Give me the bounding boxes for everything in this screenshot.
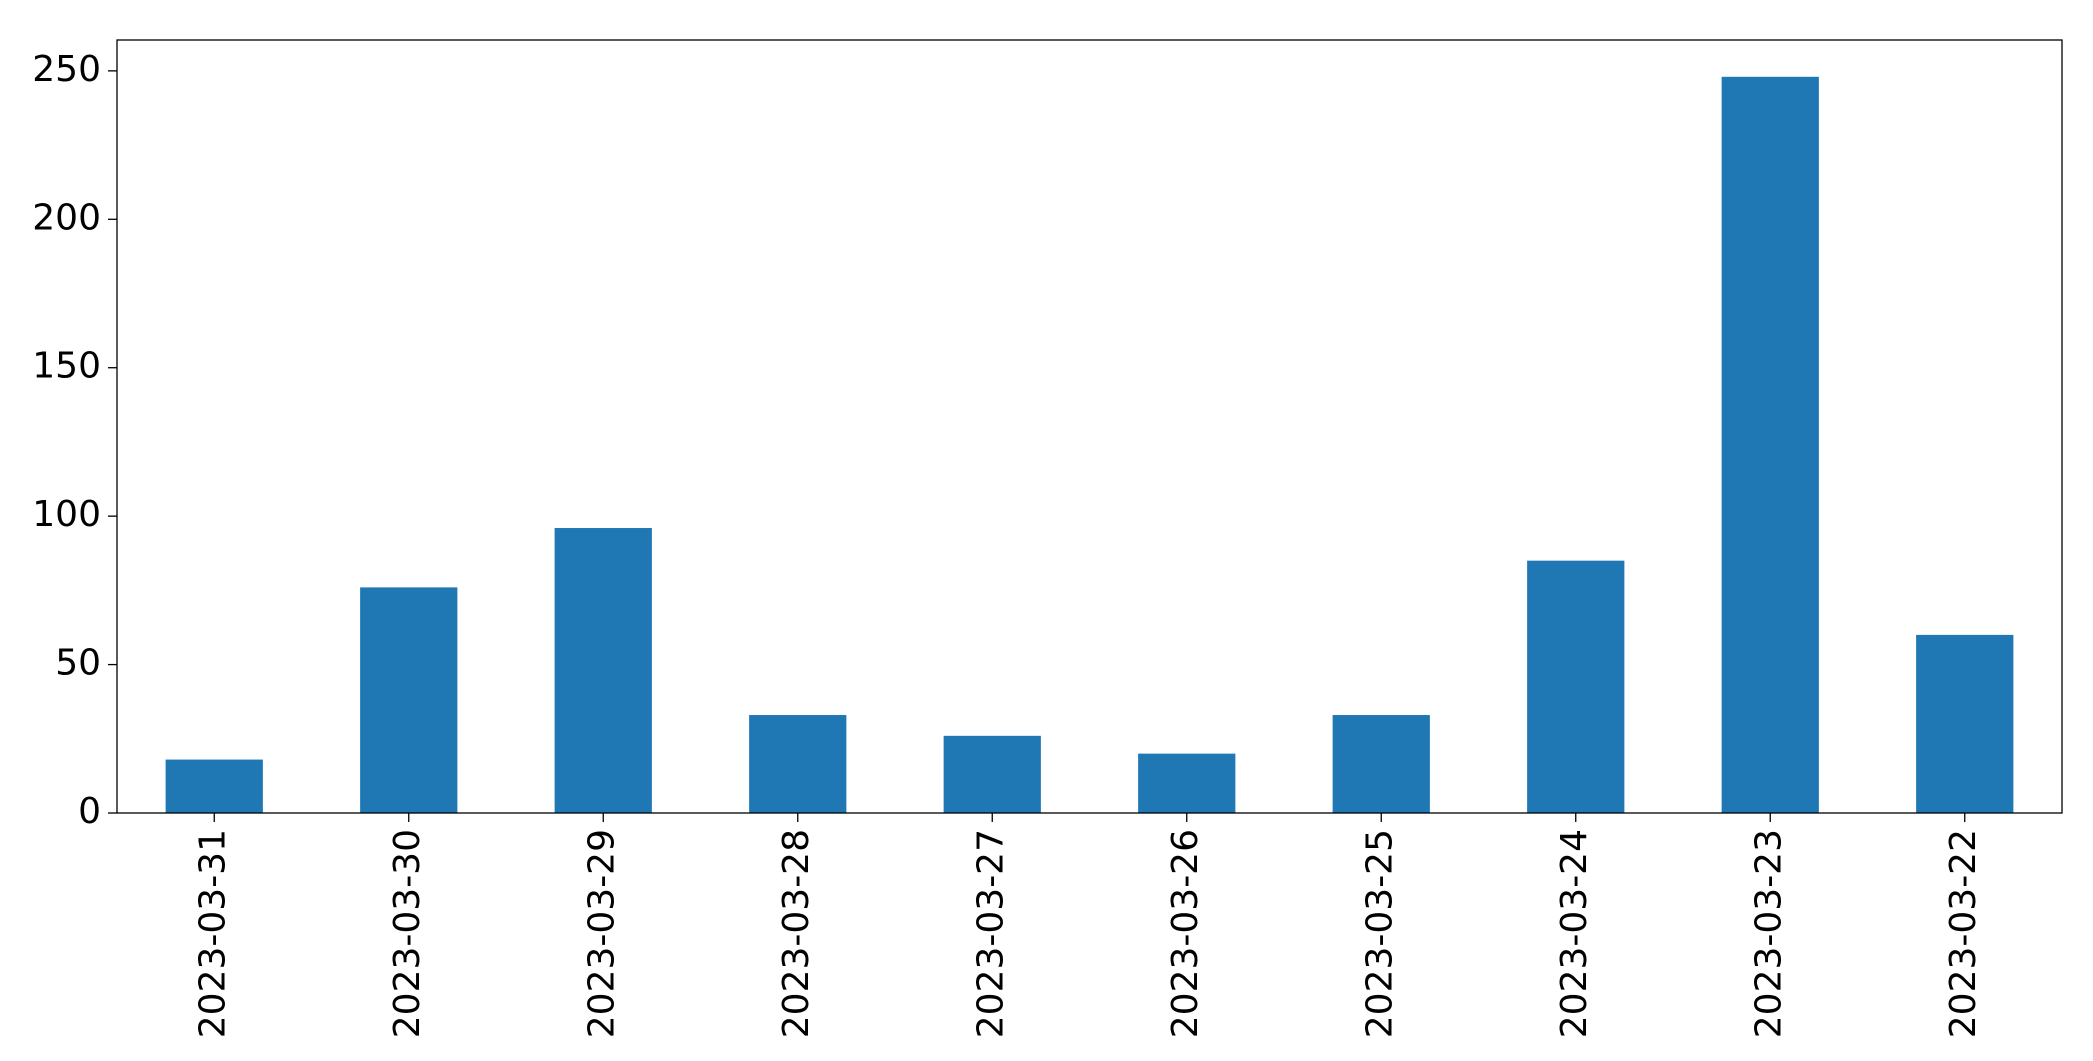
y-tick-label: 150	[32, 346, 101, 387]
bar	[1527, 560, 1625, 813]
y-tick-label: 250	[32, 49, 101, 90]
x-tick-label: 2023-03-24	[1554, 829, 1595, 1038]
x-tick-label: 2023-03-29	[581, 829, 622, 1038]
y-tick-label: 100	[32, 494, 101, 535]
bar	[943, 735, 1041, 813]
plot-frame	[116, 39, 2063, 814]
bar	[554, 528, 652, 813]
bar	[165, 759, 263, 813]
bar	[360, 587, 458, 813]
y-tick-label: 0	[78, 791, 101, 832]
x-tick-label: 2023-03-23	[1748, 829, 1789, 1038]
bar	[1721, 76, 1819, 814]
x-tick-label: 2023-03-26	[1165, 829, 1206, 1038]
x-tick-label: 2023-03-22	[1943, 829, 1984, 1038]
bar	[1332, 715, 1430, 813]
x-tick-label: 2023-03-30	[387, 829, 428, 1038]
y-tick-label: 200	[32, 197, 101, 238]
bar	[1138, 753, 1236, 813]
x-tick-label: 2023-03-31	[192, 829, 233, 1038]
x-tick-label: 2023-03-27	[970, 829, 1011, 1038]
x-tick-label: 2023-03-28	[776, 829, 817, 1038]
x-tick-label: 2023-03-25	[1359, 829, 1400, 1038]
y-tick-label: 50	[55, 643, 101, 684]
bar	[749, 715, 847, 813]
bar	[1916, 634, 2014, 813]
